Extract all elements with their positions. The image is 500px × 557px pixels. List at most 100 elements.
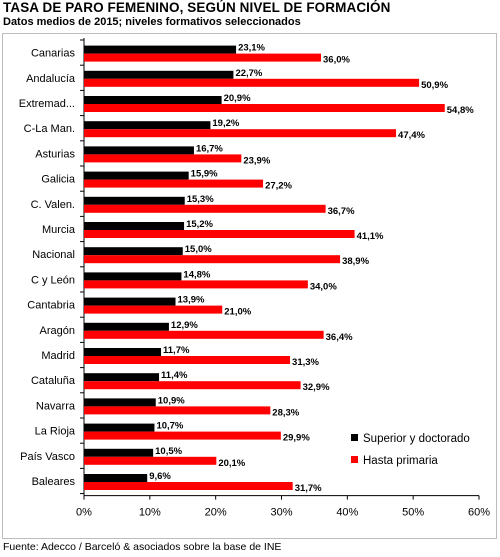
bar-superior (84, 297, 176, 306)
data-label-primaria: 31,7% (295, 483, 322, 494)
data-label-superior: 19,2% (212, 118, 239, 129)
bar-superior (84, 70, 234, 79)
category-label: Asturias (35, 148, 75, 160)
category-label: Nacional (32, 249, 75, 261)
category-label: Murcia (42, 224, 76, 236)
data-label-primaria: 29,9% (283, 433, 310, 444)
data-label-superior: 11,4% (161, 370, 188, 381)
data-label-superior: 15,2% (186, 219, 213, 230)
data-label-primaria: 27,2% (265, 181, 292, 192)
data-label-primaria: 32,9% (303, 382, 330, 393)
bar-superior (84, 45, 237, 54)
bar-superior (84, 171, 189, 180)
bar-superior (84, 373, 160, 382)
data-label-superior: 9,6% (149, 471, 171, 482)
data-label-primaria: 23,9% (243, 155, 270, 166)
data-label-primaria: 31,3% (292, 357, 319, 368)
bar-superior (84, 398, 156, 407)
data-label-primaria: 50,9% (421, 80, 448, 91)
category-label: Canarias (31, 48, 76, 60)
x-tick-label: 60% (468, 507, 490, 519)
bar-primaria (84, 381, 301, 390)
bar-primaria (84, 104, 445, 112)
bar-primaria (84, 456, 217, 465)
category-label: Aragón (40, 325, 75, 337)
category-label: Madrid (41, 350, 75, 362)
category-label: Navarra (36, 400, 76, 412)
bar-primaria (84, 53, 321, 62)
data-label-primaria: 36,0% (323, 55, 350, 66)
category-label: C-La Man. (24, 123, 75, 135)
bar-primaria (84, 356, 291, 364)
data-label-superior: 15,0% (185, 244, 212, 255)
bar-primaria (84, 154, 242, 163)
bar-primaria (84, 179, 264, 188)
data-label-primaria: 54,8% (447, 105, 474, 116)
x-tick-label: 20% (205, 507, 227, 519)
x-tick-label: 0% (76, 507, 92, 519)
legend-swatch-superior (351, 434, 358, 441)
data-label-superior: 10,9% (158, 395, 185, 406)
bar-primaria (84, 255, 341, 264)
data-label-superior: 15,9% (191, 169, 218, 180)
data-label-superior: 23,1% (238, 43, 265, 54)
category-label: Galicia (41, 174, 76, 186)
data-label-primaria: 36,7% (328, 206, 355, 217)
category-label: C. Valen. (31, 199, 75, 211)
data-label-primaria: 28,3% (272, 407, 299, 418)
data-label-superior: 20,9% (224, 93, 251, 104)
chart-title: TASA DE PARO FEMENINO, SEGÚN NIVEL DE FO… (3, 0, 391, 15)
bar-superior (84, 423, 155, 432)
data-label-superior: 15,3% (187, 194, 214, 205)
data-label-primaria: 34,0% (310, 281, 337, 292)
bar-superior (84, 96, 222, 104)
bar-superior (84, 121, 211, 130)
legend-label-superior: Superior y doctorado (363, 433, 470, 445)
category-label: C y León (31, 274, 75, 286)
data-label-superior: 14,8% (183, 269, 210, 280)
bar-primaria (84, 431, 281, 440)
bar-primaria (84, 280, 308, 289)
bar-superior (84, 348, 162, 356)
bar-superior (84, 247, 183, 256)
bar-superior (84, 196, 185, 205)
category-label: Extremad... (19, 98, 75, 110)
data-label-primaria: 41,1% (357, 231, 384, 242)
data-label-primaria: 47,4% (398, 130, 425, 141)
bar-primaria (84, 482, 293, 490)
x-tick-label: 10% (139, 507, 161, 519)
category-label: Andalucía (26, 73, 76, 85)
bar-superior (84, 222, 185, 230)
bar-superior (84, 474, 148, 482)
chart-area: Canarias 23,1% 36,0% Andalucía 22,7% 50,9% Ext… (2, 33, 497, 539)
data-label-superior: 11,7% (163, 345, 190, 356)
x-tick-label: 40% (336, 507, 358, 519)
bar-primaria (84, 129, 397, 138)
data-label-primaria: 38,9% (342, 256, 369, 267)
bar-primaria (84, 406, 271, 415)
bar-primaria (84, 305, 223, 314)
bar-superior (84, 272, 182, 281)
category-label: La Rioja (35, 426, 76, 438)
bar-chart: Canarias 23,1% 36,0% Andalucía 22,7% 50,9% Ext… (19, 38, 490, 519)
data-label-superior: 10,5% (155, 446, 182, 457)
data-label-primaria: 36,4% (326, 332, 353, 343)
data-label-superior: 22,7% (235, 68, 262, 79)
data-label-primaria: 20,1% (218, 458, 245, 469)
category-label: País Vasco (20, 451, 75, 463)
legend-label-primaria: Hasta primaria (363, 455, 438, 467)
data-label-primaria: 21,0% (224, 307, 251, 318)
x-tick-label: 30% (270, 507, 292, 519)
data-label-superior: 16,7% (196, 143, 223, 154)
data-label-superior: 13,9% (178, 295, 205, 306)
x-tick-label: 50% (402, 507, 424, 519)
bar-superior (84, 146, 194, 155)
chart-subtitle: Datos medios de 2015; niveles formativos… (3, 16, 301, 28)
category-label: Cantabria (27, 300, 76, 312)
data-label-superior: 12,9% (171, 320, 198, 331)
category-label: Cataluña (31, 375, 76, 387)
bar-primaria (84, 230, 355, 238)
source-note: Fuente: Adecco / Barceló & asociados sob… (3, 541, 282, 553)
data-label-superior: 10,7% (156, 421, 183, 432)
category-label: Baleares (32, 476, 76, 488)
